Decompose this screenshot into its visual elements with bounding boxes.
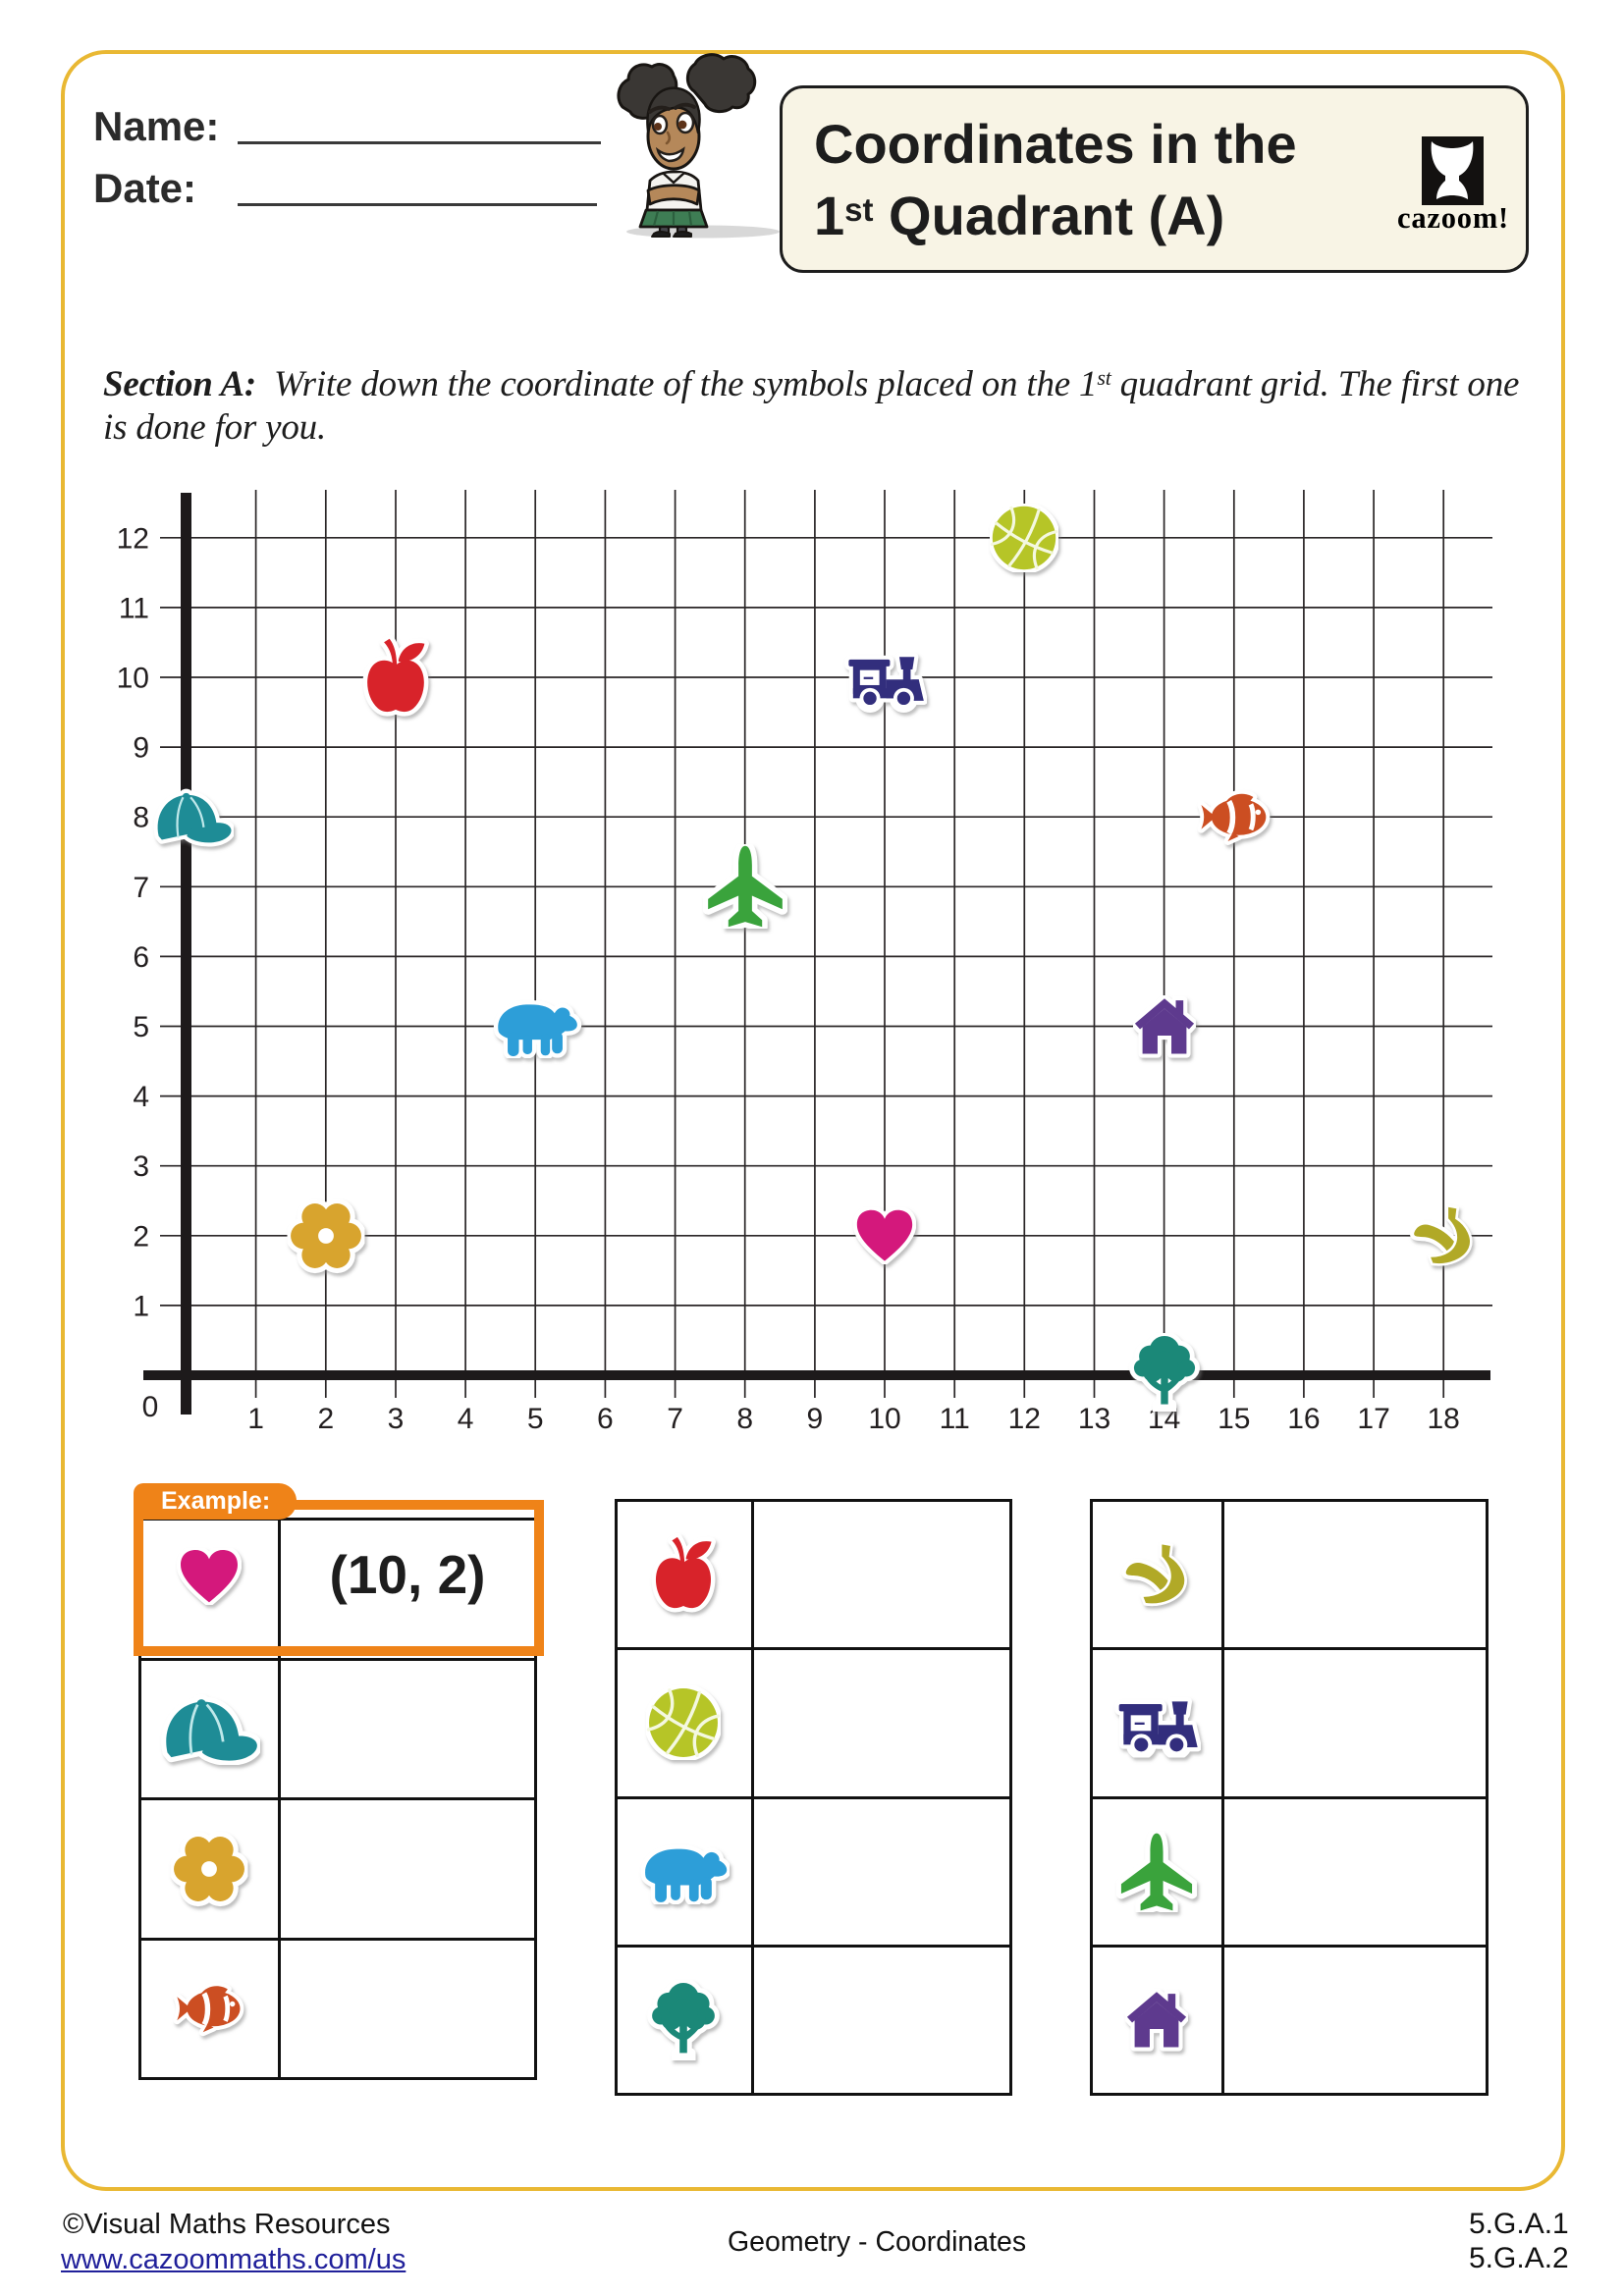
svg-text:1: 1	[133, 1290, 149, 1322]
svg-text:11: 11	[119, 592, 149, 624]
svg-text:2: 2	[133, 1220, 149, 1253]
svg-text:4: 4	[458, 1403, 474, 1435]
svg-text:10: 10	[117, 663, 149, 695]
svg-text:9: 9	[807, 1403, 824, 1435]
svg-text:3: 3	[388, 1403, 405, 1435]
svg-text:8: 8	[736, 1403, 753, 1435]
svg-text:7: 7	[667, 1403, 683, 1435]
svg-text:16: 16	[1287, 1403, 1320, 1435]
svg-text:11: 11	[940, 1403, 970, 1435]
svg-text:7: 7	[133, 872, 149, 904]
svg-text:5: 5	[133, 1011, 149, 1043]
svg-text:8: 8	[133, 802, 149, 834]
svg-text:10: 10	[868, 1403, 900, 1435]
svg-text:9: 9	[133, 732, 149, 765]
svg-text:cazoom!: cazoom!	[1398, 201, 1509, 233]
svg-text:1: 1	[247, 1403, 264, 1435]
svg-text:3: 3	[133, 1150, 149, 1183]
svg-text:15: 15	[1218, 1403, 1250, 1435]
svg-text:2: 2	[317, 1403, 334, 1435]
svg-text:6: 6	[597, 1403, 614, 1435]
svg-text:12: 12	[117, 522, 149, 555]
svg-text:12: 12	[1008, 1403, 1041, 1435]
svg-text:17: 17	[1357, 1403, 1389, 1435]
svg-text:6: 6	[133, 941, 149, 974]
svg-text:4: 4	[133, 1081, 149, 1113]
svg-text:18: 18	[1428, 1403, 1460, 1435]
svg-text:0: 0	[142, 1391, 159, 1423]
svg-text:5: 5	[527, 1403, 544, 1435]
svg-text:13: 13	[1078, 1403, 1110, 1435]
